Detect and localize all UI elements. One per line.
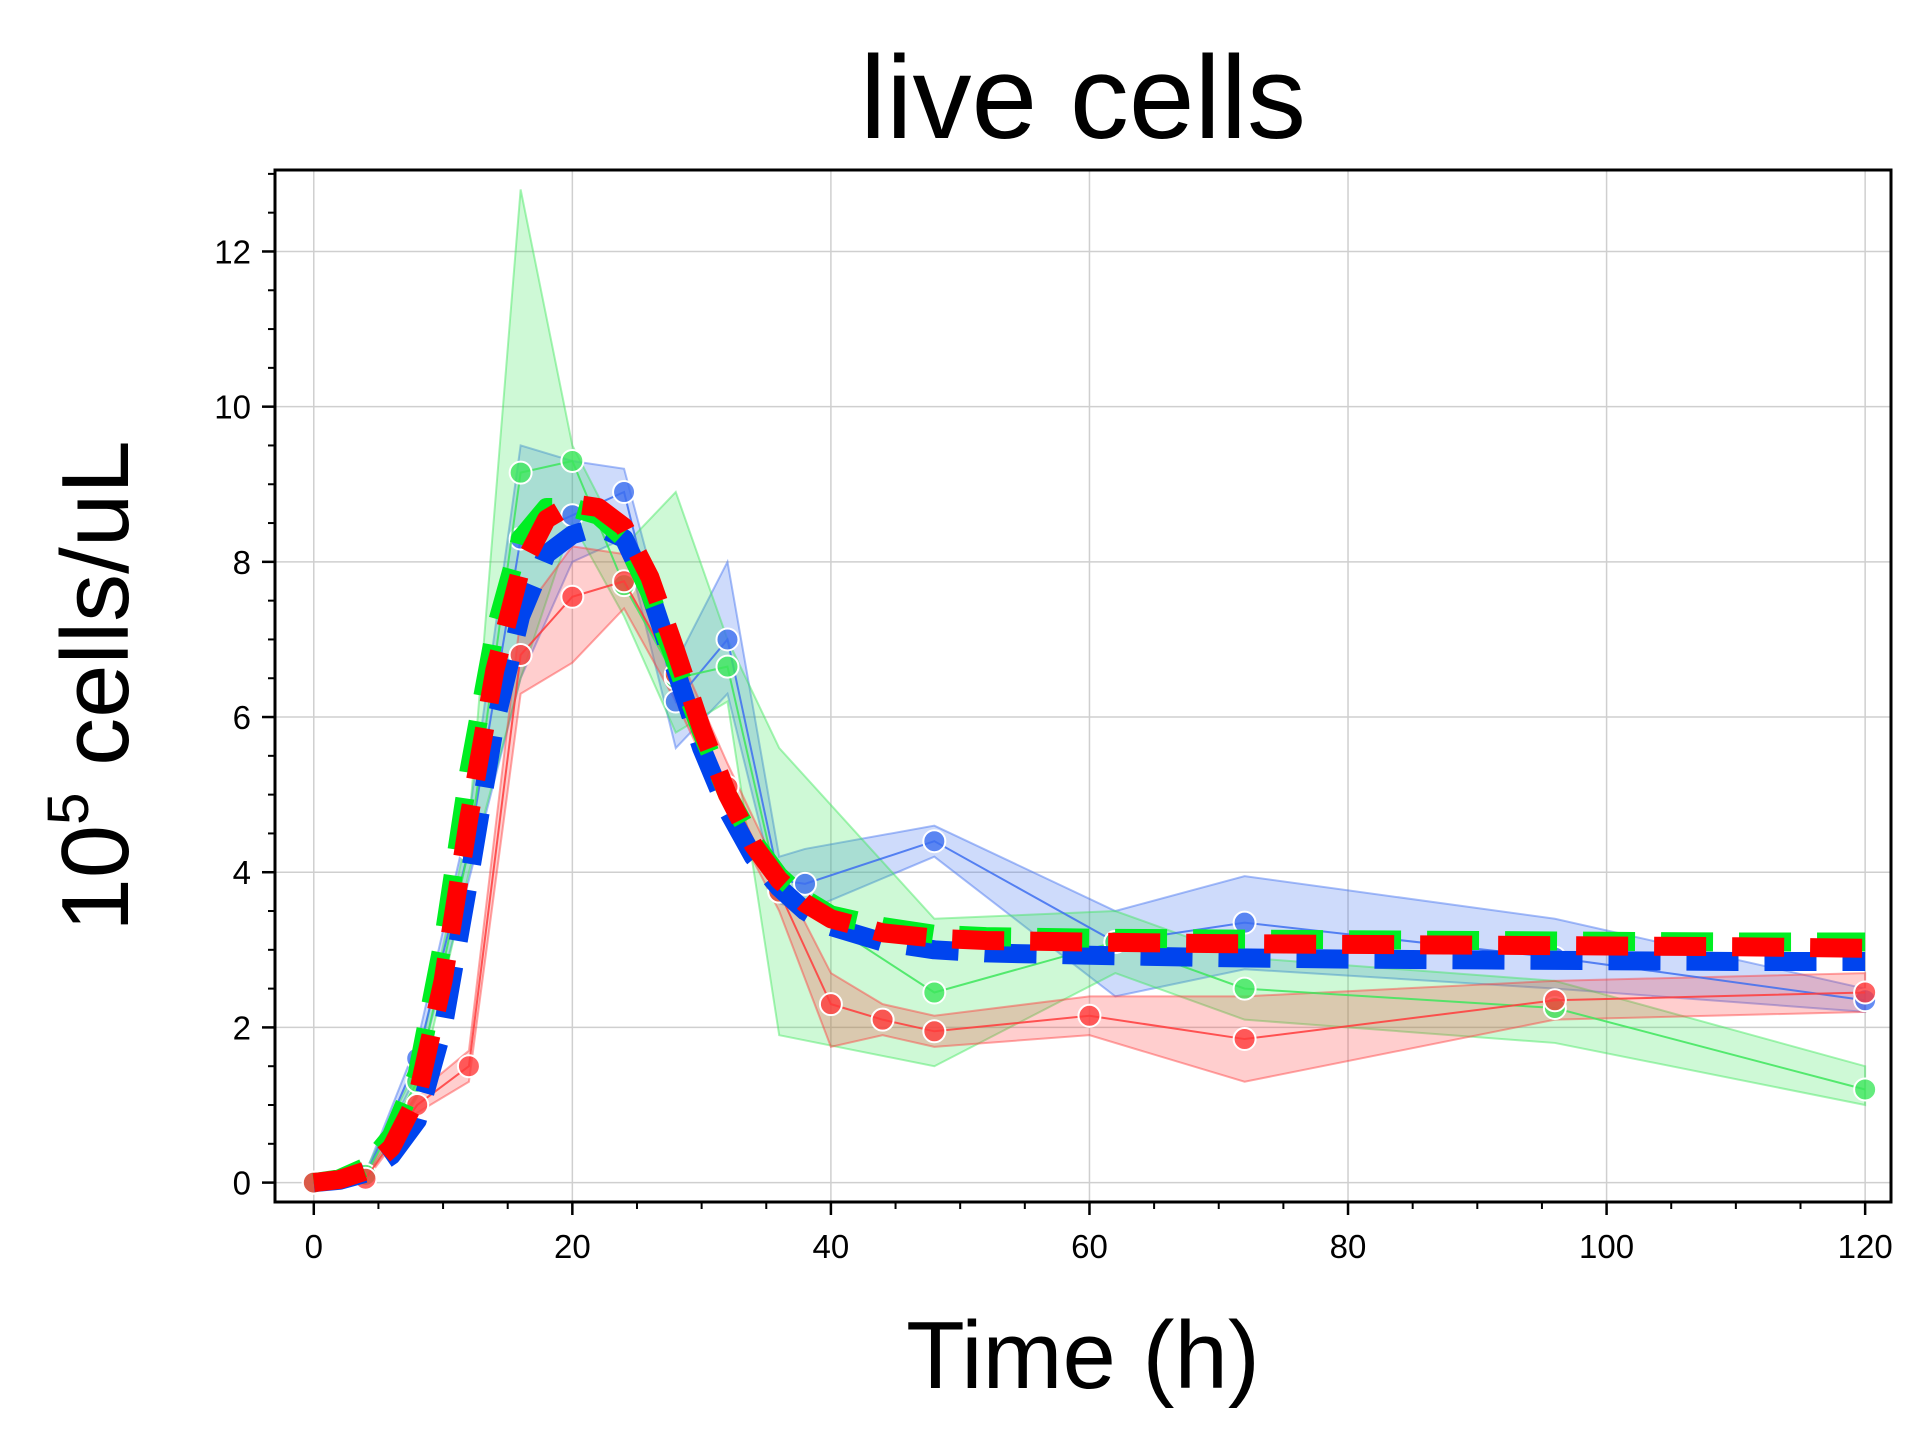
y-axis-title-unit: cells/uL [42, 440, 149, 792]
x-tick-label: 0 [305, 1228, 323, 1265]
data-point-series-2 [1853, 1077, 1878, 1102]
y-tick-label: 6 [233, 699, 251, 736]
fit-curve-3 [312, 494, 1866, 1193]
y-tick-label: 8 [233, 544, 251, 581]
y-axis-title-exponent: 5 [36, 793, 101, 825]
axis-ticks: 0 20 40 60 80 100 120 0 2 4 6 8 10 12 [214, 172, 1893, 1265]
x-tick-label: 60 [1071, 1228, 1108, 1265]
x-axis-title: Time (h) [906, 1302, 1260, 1409]
data-point-series-3 [870, 1007, 895, 1032]
data-point-series-2 [715, 654, 740, 679]
data-point-series-1 [715, 627, 740, 652]
data-point-series-3 [922, 1019, 947, 1044]
data-point-series-1 [793, 871, 818, 896]
data-point-series-3 [1232, 1027, 1257, 1052]
x-tick-label: 120 [1838, 1228, 1893, 1265]
chart-title: live cells [860, 32, 1306, 164]
data-point-series-2 [508, 460, 533, 485]
y-tick-label: 2 [233, 1009, 251, 1046]
error-band-2 [312, 189, 1867, 1184]
plot-frame [273, 168, 1893, 1204]
data-point-series-3 [508, 642, 533, 667]
x-tick-label: 100 [1579, 1228, 1634, 1265]
y-tick-label: 0 [233, 1165, 251, 1202]
data-point-series-1 [922, 829, 947, 854]
data-point-series-2 [922, 980, 947, 1005]
data-point-series-3 [560, 584, 585, 609]
data-point-series-1 [612, 480, 637, 505]
y-tick-label: 10 [214, 389, 251, 426]
data-point-series-2 [1232, 976, 1257, 1001]
data-point-series-3 [818, 992, 843, 1017]
data-point-series-3 [456, 1054, 481, 1079]
x-tick-label: 40 [813, 1228, 850, 1265]
y-tick-label: 4 [233, 854, 251, 891]
y-axis-title-base: 10 [42, 825, 149, 932]
y-axis-title: 105 cells/uL [36, 440, 149, 931]
x-tick-label: 20 [554, 1228, 591, 1265]
data-point-series-2 [560, 448, 585, 473]
x-tick-label: 80 [1330, 1228, 1367, 1265]
fit-curves [312, 494, 1866, 1193]
y-tick-label: 12 [214, 233, 251, 270]
data-point-series-3 [1853, 980, 1878, 1005]
data-point-series-3 [1542, 988, 1567, 1013]
data-point-series-3 [1077, 1003, 1102, 1028]
